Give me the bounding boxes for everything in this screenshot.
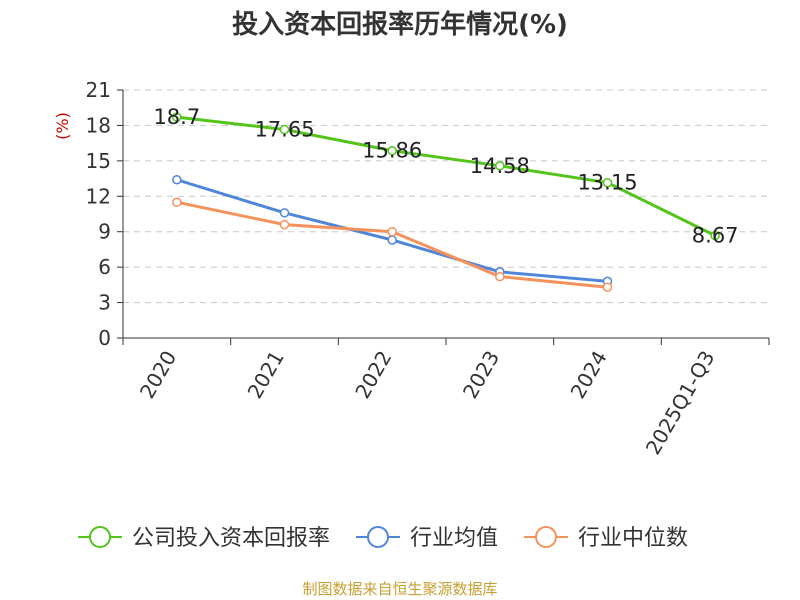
y-tick-label: 21 xyxy=(86,78,111,102)
x-tick-label: 2020 xyxy=(135,347,181,403)
y-tick-label: 12 xyxy=(86,184,111,208)
data-point xyxy=(387,145,397,156)
legend-marker xyxy=(367,526,389,548)
data-point xyxy=(279,208,290,218)
data-point xyxy=(172,175,182,185)
x-tick-label: 2021 xyxy=(243,347,289,403)
x-tick-label: 2022 xyxy=(350,347,396,403)
data-label: 13.15 xyxy=(577,171,637,195)
legend-label: 公司投入资本回报率 xyxy=(132,526,330,551)
x-tick-label: 2023 xyxy=(458,347,504,403)
y-tick-label: 0 xyxy=(98,326,111,350)
data-point xyxy=(172,197,182,207)
data-point xyxy=(279,219,290,230)
series-line xyxy=(176,115,716,237)
data-label: 15.86 xyxy=(362,139,422,163)
data-point xyxy=(602,282,613,292)
y-tick-label: 3 xyxy=(98,291,111,315)
x-tick-label: 2024 xyxy=(566,347,612,403)
data-label: 14.58 xyxy=(470,154,530,178)
source-note: 制图数据来自恒生聚源数据库 xyxy=(302,580,498,598)
legend-marker xyxy=(535,526,557,548)
data-point xyxy=(602,177,613,188)
data-label: 18.7 xyxy=(153,105,200,129)
data-point xyxy=(495,161,505,171)
x-tick-label: 2025Q1-Q3 xyxy=(641,347,720,459)
legend-label: 行业均值 xyxy=(410,526,498,551)
y-tick-label: 15 xyxy=(86,149,111,173)
data-point xyxy=(387,235,397,245)
data-label: 17.65 xyxy=(254,118,314,142)
data-point xyxy=(710,230,720,241)
legend-marker xyxy=(89,526,111,548)
data-point xyxy=(387,226,397,237)
data-label: 8.67 xyxy=(692,224,739,248)
legend-label: 行业中位数 xyxy=(578,526,688,551)
chart-title: 投入资本回报率历年情况(%) xyxy=(232,10,568,40)
data-point xyxy=(279,124,290,135)
y-tick-label: 6 xyxy=(98,255,111,279)
data-point xyxy=(495,271,505,282)
y-axis-label: (%) xyxy=(53,112,72,140)
y-tick-label: 9 xyxy=(98,220,111,244)
data-point xyxy=(172,112,182,122)
y-tick-label: 18 xyxy=(86,113,111,137)
